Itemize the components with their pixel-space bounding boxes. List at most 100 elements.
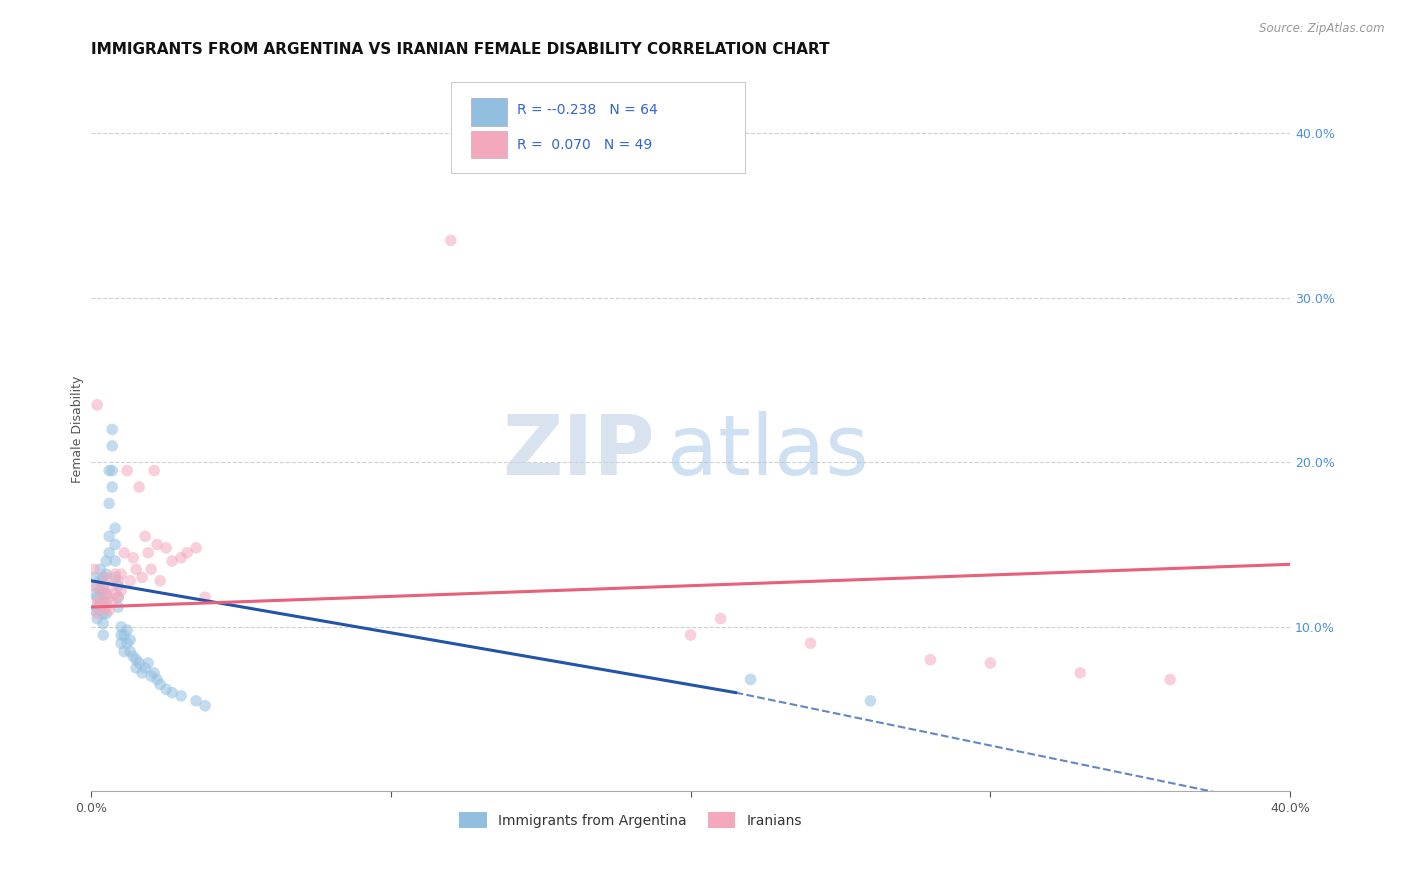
Point xyxy=(859,694,882,708)
Point xyxy=(96,570,118,584)
Point xyxy=(120,574,142,588)
Point xyxy=(131,570,153,584)
Point xyxy=(96,587,118,601)
Point xyxy=(89,583,111,598)
Point xyxy=(104,570,127,584)
Point xyxy=(98,529,121,543)
Point xyxy=(91,607,114,621)
Point xyxy=(104,538,127,552)
Point xyxy=(112,628,135,642)
Point xyxy=(96,595,118,609)
Point xyxy=(139,669,162,683)
Point xyxy=(194,591,217,605)
Point xyxy=(104,567,127,582)
Point xyxy=(134,661,156,675)
Point xyxy=(110,636,132,650)
Point xyxy=(98,603,121,617)
Point xyxy=(155,682,177,697)
Point xyxy=(134,529,156,543)
Point xyxy=(86,600,108,615)
Point xyxy=(104,554,127,568)
Point xyxy=(979,656,1001,670)
Point xyxy=(184,694,207,708)
Point xyxy=(125,661,148,675)
Point xyxy=(89,562,111,576)
Point xyxy=(122,550,145,565)
Point xyxy=(122,649,145,664)
Point xyxy=(104,587,127,601)
Point xyxy=(96,587,118,601)
Point xyxy=(101,422,124,436)
Point xyxy=(160,554,183,568)
Point xyxy=(96,607,118,621)
Point xyxy=(184,541,207,555)
Point xyxy=(107,600,129,615)
Point xyxy=(110,620,132,634)
Point xyxy=(710,611,733,625)
Point xyxy=(86,398,108,412)
Point xyxy=(89,595,111,609)
Point xyxy=(101,464,124,478)
Text: R =  0.070   N = 49: R = 0.070 N = 49 xyxy=(517,138,652,152)
Point xyxy=(98,464,121,478)
Point xyxy=(107,591,129,605)
Point xyxy=(440,233,463,247)
Point xyxy=(107,579,129,593)
Point xyxy=(136,546,159,560)
Point xyxy=(98,591,121,605)
Point xyxy=(120,644,142,658)
Point xyxy=(101,480,124,494)
Text: atlas: atlas xyxy=(666,410,869,491)
FancyBboxPatch shape xyxy=(451,82,745,172)
Point xyxy=(115,623,138,637)
Point xyxy=(91,628,114,642)
Point xyxy=(125,653,148,667)
Point xyxy=(101,439,124,453)
Point xyxy=(89,583,111,598)
Point xyxy=(96,554,118,568)
Point xyxy=(83,570,105,584)
Point xyxy=(101,579,124,593)
Point xyxy=(679,628,702,642)
Point xyxy=(96,567,118,582)
Point xyxy=(112,644,135,658)
Point xyxy=(101,595,124,609)
Point xyxy=(83,587,105,601)
Point xyxy=(176,546,198,560)
Point xyxy=(89,574,111,588)
Point xyxy=(91,570,114,584)
Point xyxy=(920,653,942,667)
Point xyxy=(143,665,166,680)
Text: Source: ZipAtlas.com: Source: ZipAtlas.com xyxy=(1260,22,1385,36)
Point xyxy=(128,480,150,494)
Point xyxy=(98,546,121,560)
Point xyxy=(155,541,177,555)
Point xyxy=(91,600,114,615)
Bar xyxy=(471,130,508,158)
Legend: Immigrants from Argentina, Iranians: Immigrants from Argentina, Iranians xyxy=(453,805,808,835)
Point xyxy=(125,562,148,576)
Point xyxy=(1159,673,1181,687)
Point xyxy=(91,583,114,598)
Point xyxy=(115,464,138,478)
Point xyxy=(146,538,169,552)
Y-axis label: Female Disability: Female Disability xyxy=(72,376,84,483)
Point xyxy=(170,689,193,703)
Text: R = --0.238   N = 64: R = --0.238 N = 64 xyxy=(517,103,658,118)
Point xyxy=(740,673,762,687)
Point xyxy=(83,562,105,576)
Point xyxy=(96,600,118,615)
Point xyxy=(91,595,114,609)
Point xyxy=(83,603,105,617)
Text: ZIP: ZIP xyxy=(502,410,655,491)
Point xyxy=(89,595,111,609)
Point xyxy=(170,550,193,565)
Point xyxy=(104,521,127,535)
Point xyxy=(107,591,129,605)
Point xyxy=(86,579,108,593)
Point xyxy=(110,583,132,598)
Point xyxy=(143,464,166,478)
Point xyxy=(149,677,172,691)
Point xyxy=(86,607,108,621)
Point xyxy=(799,636,821,650)
